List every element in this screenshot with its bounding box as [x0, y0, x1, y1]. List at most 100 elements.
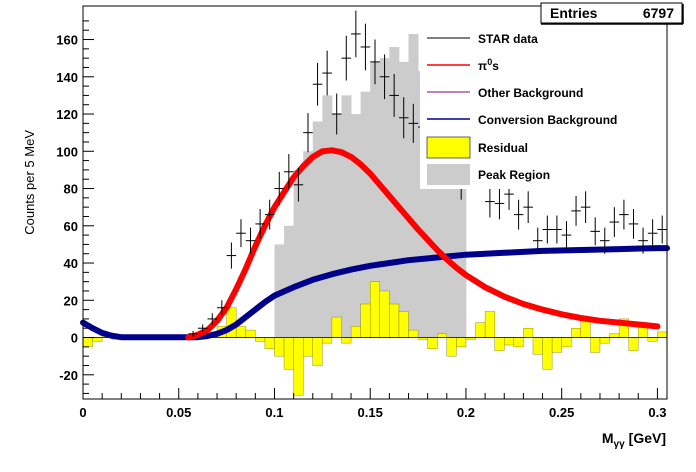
legend-box [420, 27, 648, 189]
legend-label-pi0-tail: s [492, 59, 499, 73]
residual-bar [274, 337, 285, 357]
residual-bar [657, 331, 668, 338]
peak-region-bar [312, 121, 323, 338]
y-tick-label: 60 [64, 219, 78, 234]
legend-label-pi0: π0s [478, 57, 499, 73]
y-tick-label: 160 [56, 33, 78, 48]
star-data-point [494, 187, 505, 220]
residual-bar [437, 333, 448, 338]
star-data-point [398, 97, 409, 139]
residual-bar [283, 337, 294, 370]
x-tick-label: 0 [79, 405, 86, 420]
residual-bar [92, 337, 103, 342]
residual-bar [561, 337, 572, 348]
star-data-point [360, 23, 371, 71]
residual-bar [542, 337, 553, 370]
x-tick-label: 0.3 [648, 405, 666, 420]
star-data-point [255, 209, 265, 239]
residual-bar [456, 337, 467, 348]
peak-region-bar [427, 95, 438, 338]
star-data-point [322, 50, 332, 96]
legend-swatch-residual [426, 136, 471, 159]
star-data-point [590, 217, 600, 246]
conversion-fit-layer [80, 245, 670, 341]
legend-label-peak-region: Peak Region [478, 168, 550, 182]
residual-bar [475, 322, 486, 338]
peak-region-bar [456, 151, 467, 338]
star-data-point [370, 39, 380, 85]
star-data-point [571, 195, 581, 226]
residual-bar [312, 337, 323, 366]
residual-bar [628, 337, 639, 351]
peak-region-bar [418, 71, 429, 338]
y-tick-label: 80 [64, 182, 78, 197]
star-data-point [647, 219, 658, 248]
stats-box-frame [540, 2, 683, 24]
legend-label-residual: Residual [478, 141, 528, 155]
peak-region-bar [303, 151, 314, 338]
star-data-point [274, 171, 285, 206]
peak-region-bar [370, 61, 381, 338]
peak-region-layer [274, 33, 467, 338]
legend-label-star-data: STAR data [478, 32, 538, 46]
peak-region-bar [284, 225, 295, 338]
stats-label: Entries [550, 5, 598, 21]
peak-region-bar [360, 91, 371, 338]
residual-bar [551, 337, 562, 353]
peak-region-bar [379, 58, 390, 338]
star-data-point [532, 227, 543, 254]
residual-bar [370, 281, 380, 338]
residual-bar [523, 328, 534, 338]
star-data-point [389, 73, 399, 117]
residual-bar [322, 337, 333, 344]
residual-bar [398, 311, 409, 338]
star-data-point [264, 199, 275, 230]
y-tick-label: 20 [64, 293, 78, 308]
residual-bar [580, 320, 591, 338]
y-tick-label: -20 [59, 368, 78, 383]
peak-region-bar [408, 33, 419, 338]
star-data-point [236, 219, 246, 248]
star-data-point [217, 300, 227, 316]
residual-bar [379, 290, 390, 338]
stats-value: 6797 [643, 5, 674, 21]
peak-region-bar [341, 95, 352, 338]
star-data-point [542, 215, 553, 244]
y-tick-label: 120 [56, 107, 78, 122]
residual-bar [513, 337, 524, 348]
star-data-point [293, 168, 304, 202]
y-tick-label: 40 [64, 256, 78, 271]
x-axis-title-unit: [GeV] [629, 430, 666, 446]
pi0-fit-curve [185, 147, 661, 341]
residual-bar [647, 337, 658, 342]
y-tick-label: 140 [56, 70, 78, 85]
peak-region-bar [389, 46, 400, 338]
star-data-point [226, 242, 237, 269]
peak-region-bar [437, 136, 448, 338]
star-data-point [379, 54, 390, 100]
x-axis-title-main: M [602, 430, 614, 446]
star-data-point [341, 35, 352, 81]
star-data-point [580, 191, 591, 223]
residual-bar [427, 337, 438, 349]
star-data-point [303, 113, 313, 153]
residual-bar [504, 337, 515, 346]
residual-bar [389, 303, 400, 338]
x-tick-label: 0.25 [549, 405, 574, 420]
star-data-point [197, 324, 208, 332]
star-data-point [657, 215, 667, 244]
peak-region-bar [398, 61, 409, 338]
residual-bar [571, 328, 582, 338]
legend: STAR data π0s Other Background Conversio… [420, 27, 648, 189]
residual-bar [341, 337, 352, 344]
legend-label-pi0-sup: 0 [487, 57, 492, 67]
peak-region-bar [322, 95, 333, 338]
x-tick-label: 0.1 [265, 405, 283, 420]
residual-bar [494, 337, 505, 351]
peak-region-bar [293, 169, 304, 338]
residual-bar [446, 337, 457, 357]
y-tick-label: 0 [71, 331, 78, 346]
residual-bar [350, 326, 361, 338]
residual-bar [331, 316, 342, 338]
